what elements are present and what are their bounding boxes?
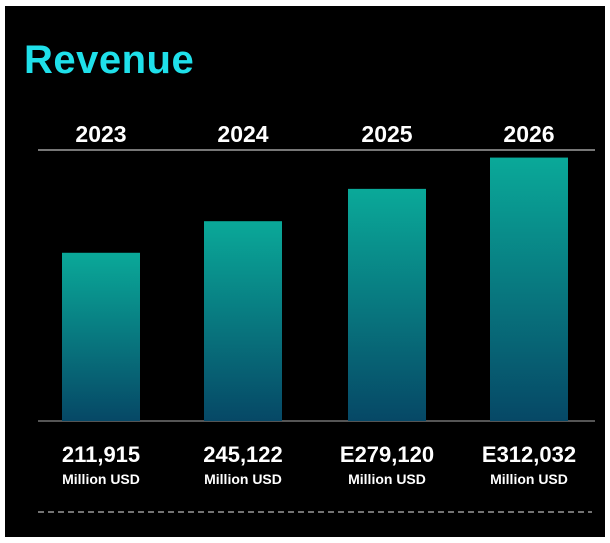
year-label: 2025 [361, 121, 412, 147]
unit-label: Million USD [490, 471, 568, 487]
year-label: 2026 [503, 121, 554, 147]
unit-label: Million USD [62, 471, 140, 487]
bar-2024 [204, 221, 282, 421]
value-label: E279,120 [340, 442, 434, 467]
chart-title: Revenue [24, 38, 195, 82]
year-label: 2024 [217, 121, 268, 147]
bar-2026 [490, 157, 568, 421]
unit-label: Million USD [348, 471, 426, 487]
year-label: 2023 [75, 121, 126, 147]
value-label: 245,122 [203, 442, 283, 467]
value-label: 211,915 [62, 442, 140, 467]
unit-label: Million USD [204, 471, 282, 487]
bar-2023 [62, 252, 140, 421]
value-label: E312,032 [482, 442, 576, 467]
bar-2025 [348, 188, 426, 421]
